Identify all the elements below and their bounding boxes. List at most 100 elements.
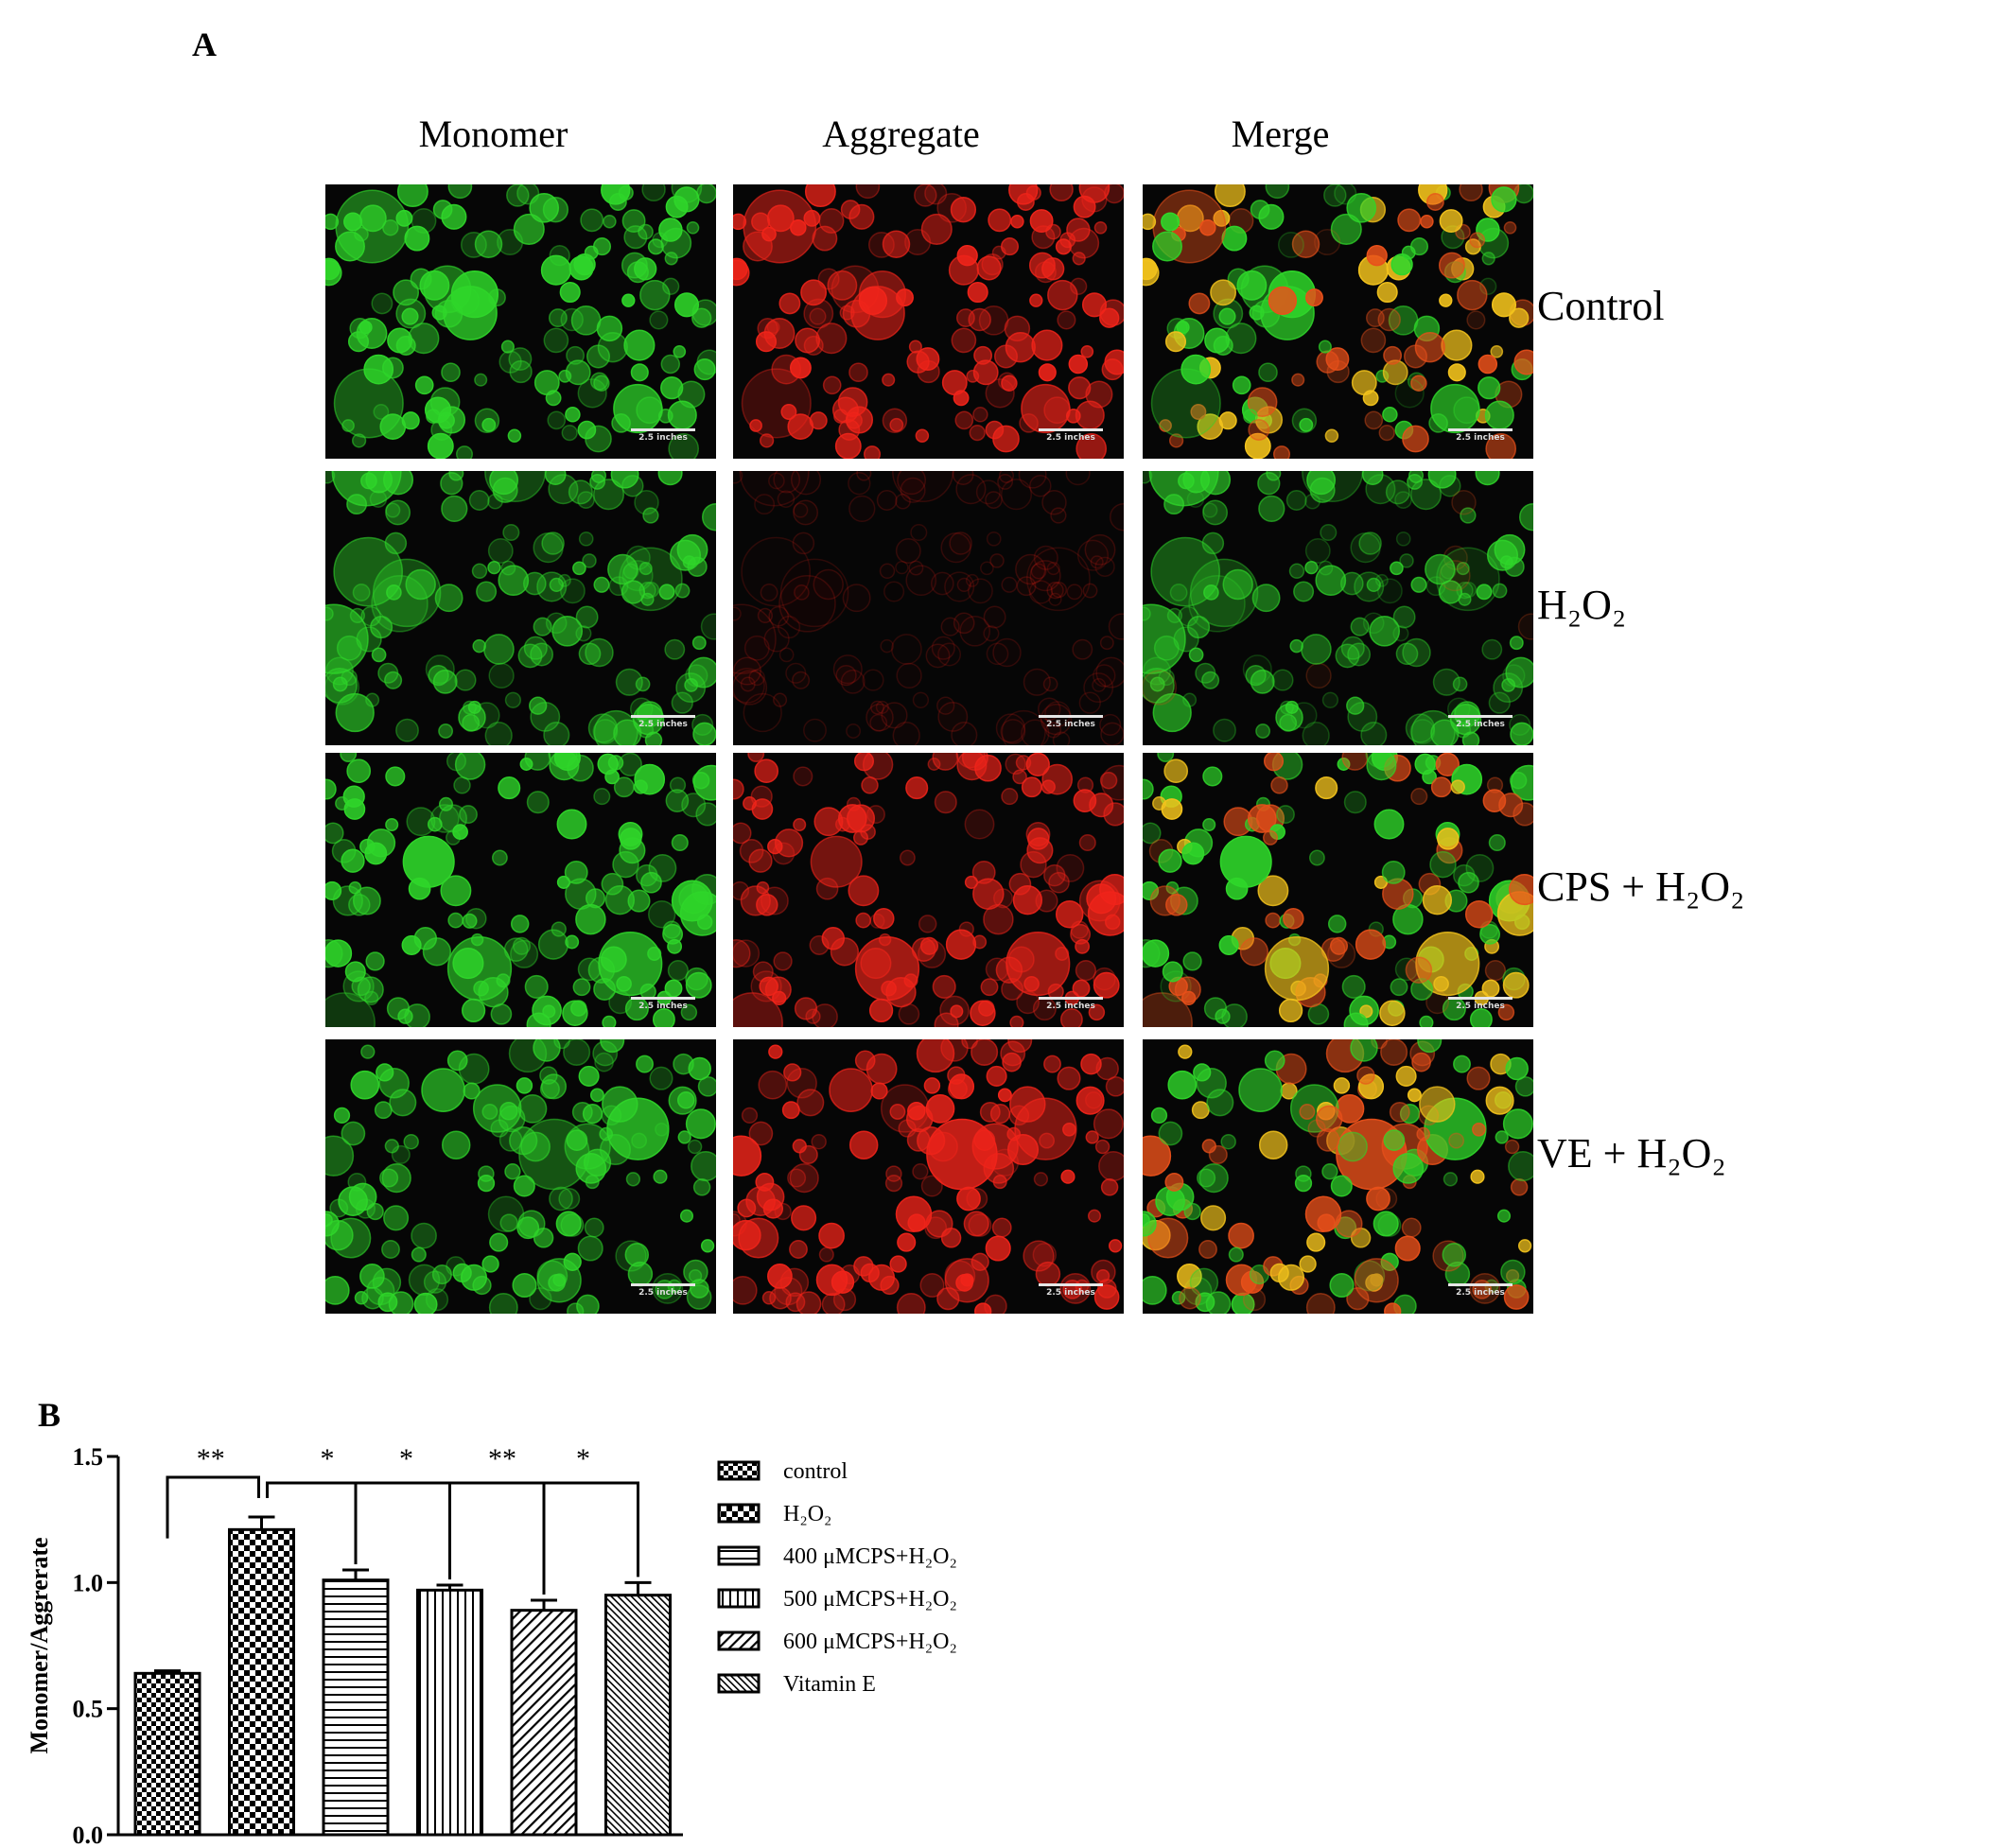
cell-blob (1374, 573, 1389, 587)
cell-blob (815, 1264, 848, 1297)
cell-blob (848, 875, 880, 907)
cell-blob (585, 425, 612, 453)
cell-blob (454, 669, 477, 691)
cell-blob (733, 939, 751, 968)
cell-blob (429, 387, 461, 417)
cell-blob (1150, 536, 1221, 607)
cell-blob (951, 327, 977, 354)
cell-blob (691, 713, 714, 736)
cell-blob (474, 230, 503, 258)
cell-blob (568, 479, 593, 505)
cell-blob (793, 499, 819, 526)
cell-blob (1476, 584, 1493, 601)
cell-blob (1514, 1075, 1533, 1097)
scale-bar-label: 2.5 inches (1046, 720, 1095, 729)
cell-blob (959, 615, 991, 647)
cell-blob (809, 934, 830, 955)
cell-blob (992, 425, 1020, 453)
cell-blob (852, 829, 869, 846)
cell-blob (835, 664, 857, 687)
cell-blob (1315, 565, 1347, 597)
cell-blob (1291, 373, 1305, 387)
cell-blob (1010, 214, 1024, 229)
cell-blob (910, 523, 928, 542)
cell-blob (385, 502, 401, 518)
cell-blob (1143, 1135, 1172, 1177)
cell-blob (575, 605, 599, 629)
cell-blob (1326, 359, 1350, 384)
cell-blob (1092, 677, 1107, 692)
cell-blob (509, 359, 533, 384)
cell-blob (325, 778, 337, 800)
cell-blob (967, 281, 988, 304)
cell-blob (1486, 539, 1519, 571)
cell-blob (768, 605, 790, 627)
cell-blob (1469, 232, 1486, 249)
cell-blob (1505, 1056, 1529, 1081)
cell-blob (1510, 764, 1533, 801)
cell-blob (688, 1056, 711, 1081)
cell-blob (1028, 580, 1054, 604)
cell-blob (818, 1247, 834, 1263)
cell-blob (633, 779, 648, 794)
cell-blob (934, 1012, 959, 1027)
cell-blob (1364, 410, 1384, 430)
cell-blob (1496, 1209, 1512, 1223)
cell-blob (516, 184, 540, 205)
cell-blob (1409, 719, 1436, 744)
cell-blob (1466, 1066, 1491, 1090)
cell-blob (562, 1000, 588, 1026)
cell-blob (402, 835, 455, 888)
cell-blob (941, 370, 968, 396)
cell-blob (876, 490, 898, 511)
cell-blob (497, 228, 524, 256)
cell-blob (1491, 292, 1517, 318)
y-axis-label: Monomer/Aggrerate (26, 1537, 53, 1753)
cell-blob (1143, 1211, 1157, 1237)
cell-blob (584, 245, 599, 260)
cell-blob (543, 327, 569, 354)
cell-blob (829, 1068, 873, 1112)
cell-blob (1335, 1210, 1363, 1238)
cell-blob (741, 368, 812, 439)
cell-blob (1351, 370, 1377, 396)
cell-blob (1060, 1169, 1075, 1184)
significance-marker: * (399, 1443, 413, 1474)
cell-blob (389, 1089, 417, 1117)
cell-blob (777, 490, 796, 508)
cell-blob (638, 582, 656, 600)
cell-blob (587, 956, 616, 984)
cell-blob (995, 713, 1026, 743)
cell-blob (1143, 213, 1157, 231)
cell-blob (1243, 409, 1258, 424)
cell-blob (1143, 668, 1175, 704)
cell-blob (1457, 279, 1488, 311)
scale-bar-line (631, 1283, 695, 1286)
cell-blob (733, 257, 748, 281)
cell-blob (1001, 375, 1018, 392)
cell-blob (434, 584, 463, 613)
cell-blob (1382, 407, 1398, 423)
cell-blob (761, 1291, 777, 1305)
cell-blob (1381, 860, 1406, 884)
cell-blob (1029, 293, 1043, 307)
cell-blob (1167, 1070, 1198, 1100)
cell-blob (991, 245, 1006, 260)
cell-blob (1001, 788, 1019, 806)
cell-blob (1380, 1039, 1408, 1066)
cell-blob (556, 809, 587, 840)
cell-blob (1181, 842, 1205, 865)
cell-blob (1100, 1178, 1119, 1196)
cell-blob (741, 1107, 759, 1124)
cell-blob (1046, 562, 1060, 576)
cell-blob (533, 1039, 561, 1062)
cell-blob (669, 776, 687, 793)
cell-blob (853, 753, 875, 772)
row-label-control: Control (1537, 283, 1665, 329)
cell-blob (733, 606, 742, 621)
cell-blob (1168, 433, 1184, 448)
cell-blob (1143, 1276, 1167, 1305)
cell-blob (513, 213, 545, 245)
cell-blob (985, 378, 1015, 409)
cell-blob (1432, 668, 1460, 696)
